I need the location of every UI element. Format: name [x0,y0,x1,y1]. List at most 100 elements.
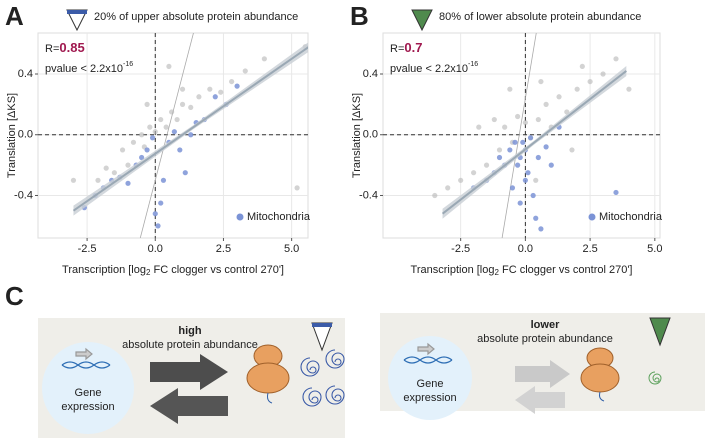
x-label-sub: 2 [494,268,499,277]
r-label: R=0.7 [390,40,422,55]
point [533,177,539,183]
panel-label: B [350,1,369,31]
point [471,170,477,176]
legend-marker [588,213,596,221]
point [169,109,175,115]
point [125,162,131,168]
p-value: pvalue < 2.2x10-16 [45,61,133,75]
nucleus [42,342,134,434]
plot-area [432,33,632,238]
point [144,101,150,107]
y-axis-label: Translation [ΔKS] [351,93,363,178]
point [587,78,593,85]
point [155,223,161,229]
point [525,170,531,176]
icon-high [66,9,88,32]
legend-marker [236,213,244,221]
spirals-high [300,349,345,407]
point [103,165,109,171]
icon-lower [411,9,433,32]
chart-title: 80% of lower absolute protein abundance [439,11,641,23]
point [458,177,464,183]
fit-line [441,70,627,215]
point [179,86,186,92]
x-tick-label: 2.5 [216,243,231,255]
icon-lower-c [649,317,671,347]
point [166,63,172,70]
point [160,177,167,183]
p-exp: -16 [468,61,478,68]
point [174,116,180,123]
point [234,83,240,89]
x-tick-label: 0.0 [518,243,533,255]
point [569,147,575,153]
point [515,113,521,120]
point [179,101,186,107]
point [538,226,544,232]
r-prefix: R= [390,43,404,55]
point [626,86,632,92]
x-label-part: Transcription [log [411,264,495,276]
point [556,94,562,100]
x-tick-label: 5.0 [647,243,662,255]
point [515,162,521,168]
point [491,116,497,123]
point [543,101,549,107]
p-text: pvalue < 2.2x10 [45,63,123,75]
point [144,147,150,153]
x-tick-label: 5.0 [284,243,299,255]
x-tick-label: -2.5 [451,243,470,255]
point [613,56,619,62]
point [158,200,164,206]
point [600,71,606,77]
point [445,185,451,191]
point [522,119,528,126]
reference-line [501,33,537,238]
subtitle: absolute protein abundance [477,333,613,345]
point [530,192,536,199]
point [548,162,554,168]
point [527,135,534,141]
x-tick-label: -2.5 [78,243,97,255]
x-label-sub: 2 [146,268,151,277]
arrow-forward [150,354,228,390]
point [496,154,503,161]
point [147,124,153,130]
point [613,189,619,196]
x-label-part: FC clogger vs control 270'] [150,264,284,276]
point [163,124,169,130]
point [95,177,101,183]
r-value: 0.7 [404,40,422,55]
x-axis-label: Transcription [log2 FC clogger vs contro… [411,264,633,277]
arrow-forward-lower [515,360,570,388]
point [119,147,126,153]
y-axis-label: Translation [ΔKS] [6,93,18,178]
point [212,94,218,100]
point [483,162,490,168]
reference-line [139,33,194,238]
legend-label: Mitochondria [599,211,663,223]
y-tick-label: -0.4 [359,189,378,201]
point [507,86,513,92]
y-tick-label: -0.4 [14,189,33,201]
dna [61,347,111,369]
point [579,63,585,70]
icon-high-c [311,322,333,352]
gene-label: expression [61,401,114,413]
point [535,154,541,161]
point [139,132,145,138]
point [70,177,77,183]
gene-label: Gene [417,378,444,390]
point [574,86,580,92]
plot-area [70,33,308,238]
point [188,104,194,111]
gene-label: Gene [75,387,102,399]
r-prefix: R= [45,43,59,55]
y-tick-label: 0.4 [363,68,378,80]
ribosome [246,344,290,404]
subtitle: absolute protein abundance [122,339,258,351]
point [130,139,137,145]
point [517,200,523,206]
p-value: pvalue < 2.2x10-16 [390,61,478,75]
